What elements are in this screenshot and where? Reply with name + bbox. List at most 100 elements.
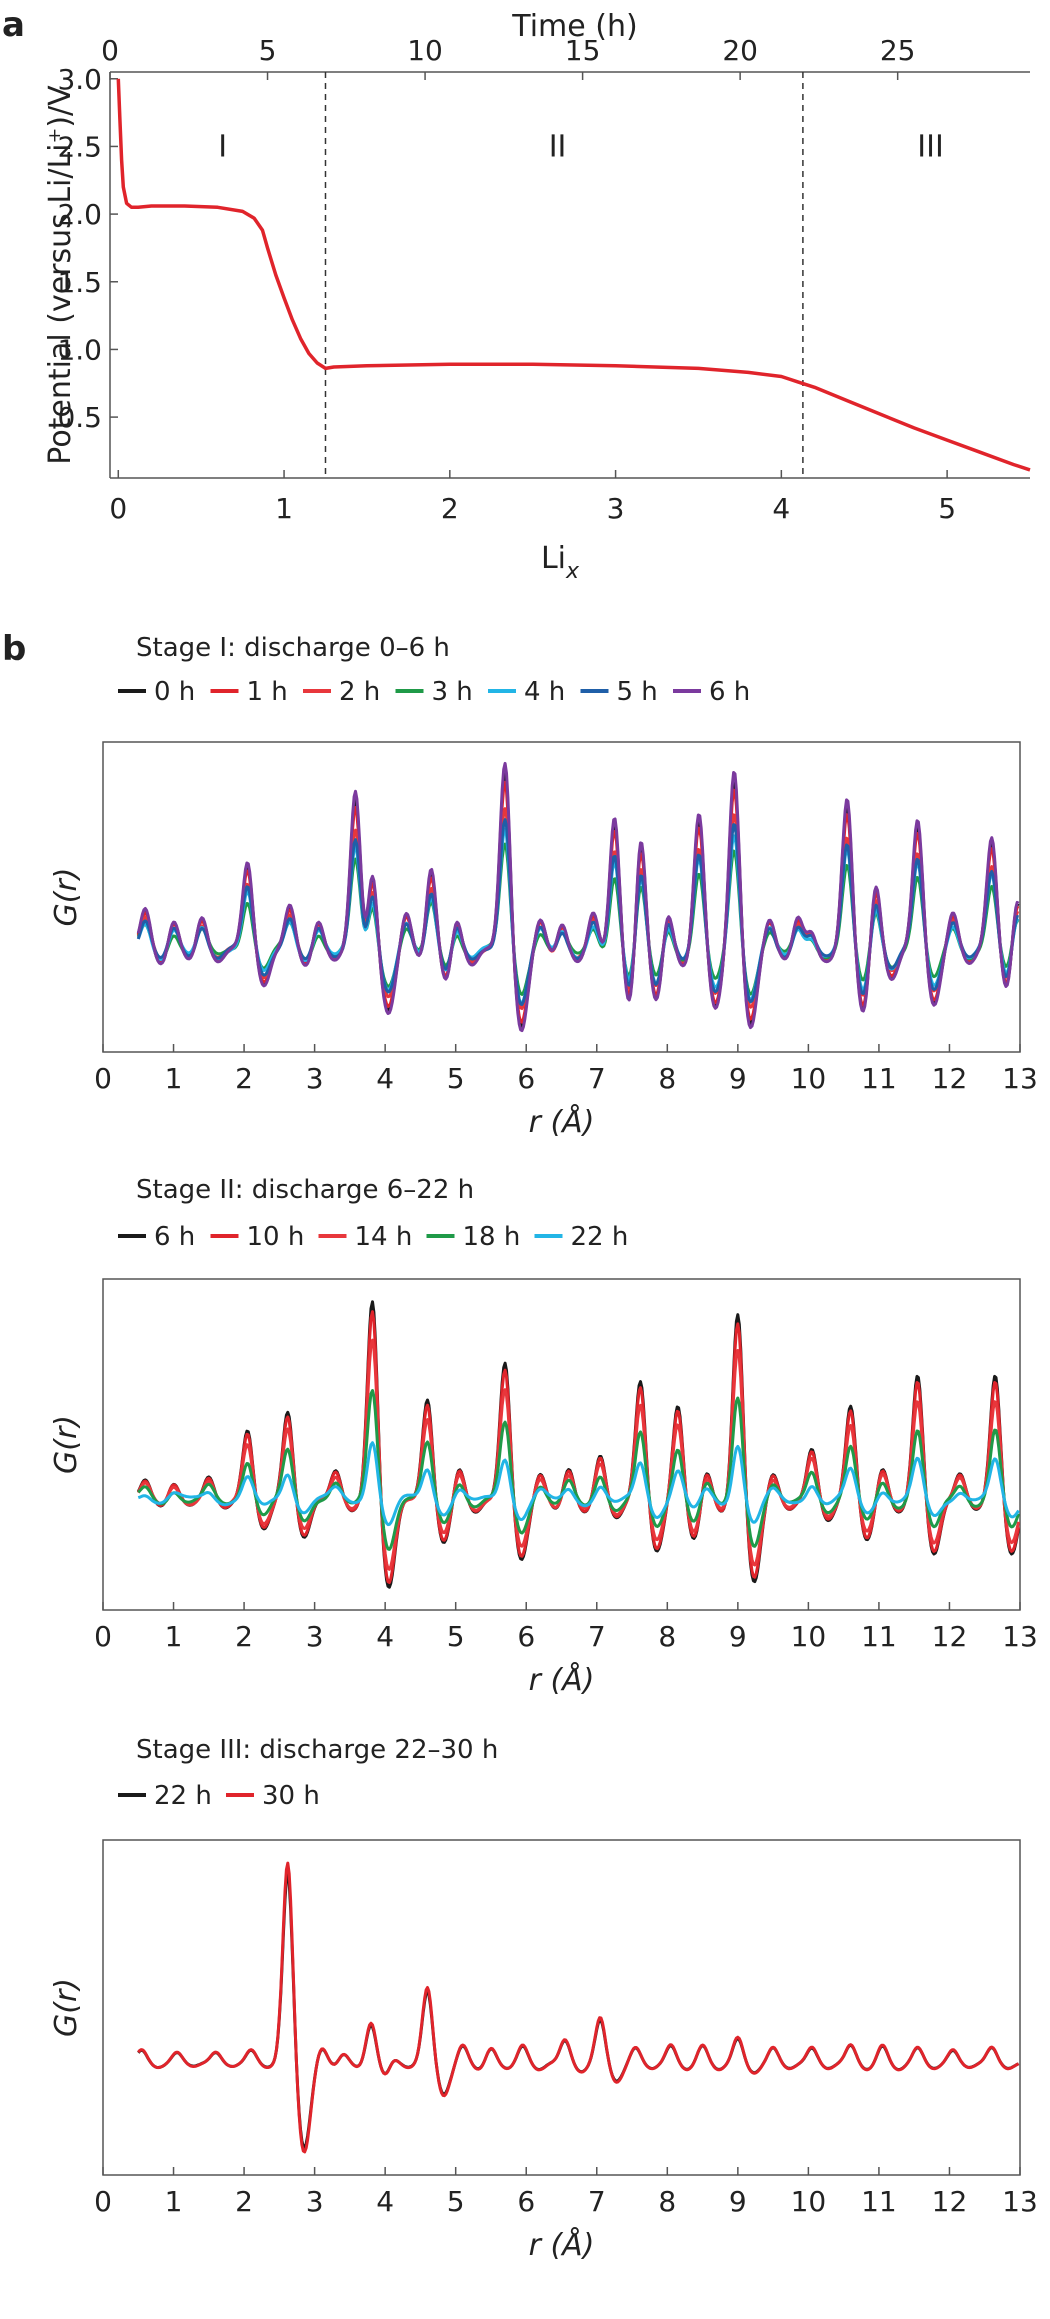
gr-curve-10h (136, 1310, 1021, 1584)
plot-frame (102, 1278, 1021, 1611)
x-tick-label: 0 (94, 2185, 112, 2218)
gr-curve-18h (137, 1389, 1021, 1551)
x-tick-label: 5 (938, 492, 956, 525)
stage-title: Stage III: discharge 22–30 h (136, 1735, 498, 1765)
x-axis-title: r (Å) (529, 2227, 595, 2263)
x-tick-label: 10 (791, 1062, 827, 1095)
x-tick-label: 13 (1002, 1620, 1038, 1653)
legend-label: 6 h (154, 1222, 195, 1252)
y-tick-label: 2.0 (57, 198, 102, 231)
legend-label: 6 h (709, 677, 750, 707)
top-tick-label: 15 (565, 34, 601, 67)
legend-label: 4 h (524, 677, 565, 707)
x-tick-label: 4 (376, 1620, 394, 1653)
x-tick-label: 6 (517, 2185, 535, 2218)
legend-label: 2 h (339, 677, 380, 707)
legend-label: 14 h (355, 1222, 413, 1252)
gr-curve-6h (136, 761, 1020, 1033)
legend-label: 5 h (617, 677, 658, 707)
x-tick-label: 11 (861, 2185, 897, 2218)
x-tick-label: 8 (658, 1062, 676, 1095)
x-tick-label: 3 (306, 1620, 324, 1653)
y-tick-label: 2.5 (57, 130, 102, 163)
x-tick-label: 7 (588, 1620, 606, 1653)
stage-title: Stage I: discharge 0–6 h (136, 633, 450, 663)
legend-label: 10 h (247, 1222, 305, 1252)
x-tick-label: 2 (235, 1620, 253, 1653)
x-axis-title-subscript: x (565, 559, 580, 584)
gr-curve-22h (137, 1871, 1020, 2150)
x-tick-label: 11 (861, 1620, 897, 1653)
x-tick-label: 9 (729, 1620, 747, 1653)
stage-title: Stage II: discharge 6–22 h (136, 1175, 474, 1205)
x-tick-label: 3 (607, 492, 625, 525)
y-tick-label: 1.5 (57, 266, 102, 299)
panel-label-b: b (2, 629, 26, 669)
x-tick-label: 9 (729, 2185, 747, 2218)
x-tick-label: 2 (235, 1062, 253, 1095)
legend-label: 18 h (463, 1222, 521, 1252)
top-axis-title: Time (h) (511, 9, 637, 44)
top-tick-label: 20 (722, 34, 758, 67)
x-tick-label: 6 (517, 1062, 535, 1095)
x-tick-label: 3 (306, 1062, 324, 1095)
x-tick-label: 2 (441, 492, 459, 525)
region-label: II (549, 129, 567, 164)
x-tick-label: 1 (165, 1620, 183, 1653)
y-axis-title: G(r) (49, 868, 84, 927)
top-tick-label: 0 (101, 34, 119, 67)
top-tick-label: 25 (880, 34, 916, 67)
x-tick-label: 5 (447, 1062, 465, 1095)
x-tick-label: 1 (165, 1062, 183, 1095)
x-axis-title: Lix (541, 541, 580, 584)
legend-label: 30 h (262, 1781, 320, 1811)
legend-label: 1 h (247, 677, 288, 707)
x-tick-label: 13 (1002, 1062, 1038, 1095)
x-axis-title: r (Å) (529, 1662, 595, 1698)
x-tick-label: 4 (772, 492, 790, 525)
gr-curve-2h (136, 807, 1020, 1010)
gr-curve-14h (136, 1338, 1021, 1571)
x-tick-label: 0 (109, 492, 127, 525)
legend-label: 3 h (432, 677, 473, 707)
x-tick-label: 6 (517, 1620, 535, 1653)
x-tick-label: 5 (447, 2185, 465, 2218)
x-tick-label: 8 (658, 1620, 676, 1653)
x-tick-label: 12 (932, 2185, 968, 2218)
gr-curve-30h (137, 1861, 1020, 2154)
x-tick-label: 13 (1002, 2185, 1038, 2218)
top-tick-label: 5 (259, 34, 277, 67)
gr-curve-0h (136, 771, 1020, 1029)
y-tick-label: 3.0 (57, 63, 102, 96)
x-tick-label: 11 (861, 1062, 897, 1095)
gr-curve-22h (137, 1441, 1020, 1527)
y-axis-title: G(r) (49, 1415, 84, 1474)
x-tick-label: 1 (275, 492, 293, 525)
x-tick-label: 4 (376, 1062, 394, 1095)
plot-frame (102, 1839, 1021, 2176)
x-tick-label: 5 (447, 1620, 465, 1653)
top-tick-label: 10 (407, 34, 443, 67)
x-tick-label: 8 (658, 2185, 676, 2218)
x-tick-label: 0 (94, 1620, 112, 1653)
panel-label-a: a (2, 5, 25, 45)
legend-label: 22 h (154, 1781, 212, 1811)
y-tick-label: 0.5 (57, 401, 102, 434)
x-tick-label: 9 (729, 1062, 747, 1095)
x-tick-label: 12 (932, 1062, 968, 1095)
region-label: III (917, 129, 944, 164)
region-label: I (218, 129, 227, 164)
x-tick-label: 1 (165, 2185, 183, 2218)
plot-frame (102, 741, 1021, 1053)
legend-label: 0 h (154, 677, 195, 707)
y-axis-title: Potential (versus Li/Li⁺)/V (43, 85, 78, 465)
x-tick-label: 2 (235, 2185, 253, 2218)
x-tick-label: 7 (588, 1062, 606, 1095)
x-tick-label: 12 (932, 1620, 968, 1653)
y-axis-title: G(r) (49, 1978, 84, 2037)
gr-curve-5h (136, 818, 1020, 1006)
x-tick-label: 3 (306, 2185, 324, 2218)
x-tick-label: 10 (791, 1620, 827, 1653)
